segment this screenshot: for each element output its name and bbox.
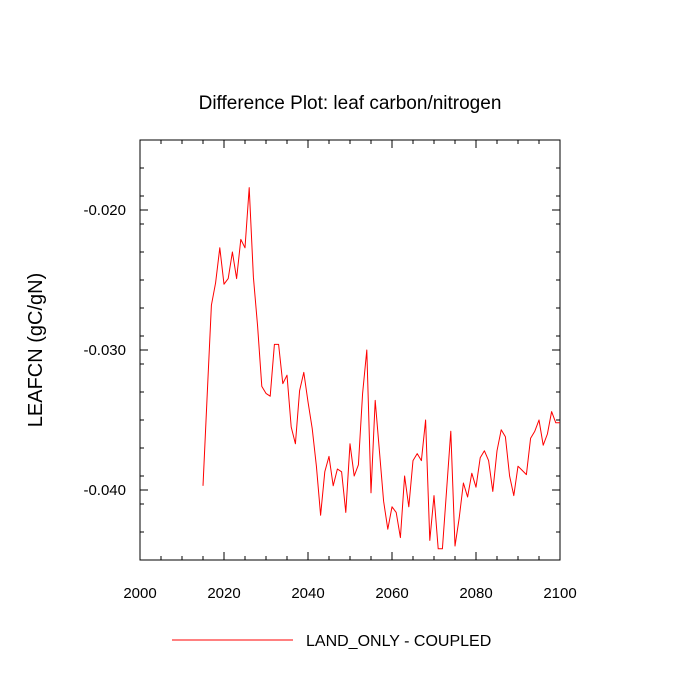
chart-title: Difference Plot: leaf carbon/nitrogen bbox=[199, 93, 502, 114]
series-line bbox=[202, 187, 560, 550]
y-tick-label: -0.030 bbox=[83, 342, 126, 359]
legend-label: LAND_ONLY - COUPLED bbox=[306, 633, 491, 650]
series-layer bbox=[202, 187, 560, 550]
y-tick-label: -0.040 bbox=[83, 482, 126, 499]
axis-tick-labels: 2000 2020 2040 2060 2080 2100 -0.020 -0.030 -0.0… bbox=[83, 202, 576, 602]
axis-ticks bbox=[139, 139, 561, 561]
x-tick-label: 2080 bbox=[459, 585, 492, 602]
x-tick-label: 2040 bbox=[291, 585, 324, 602]
x-tick-label: 2000 bbox=[123, 585, 156, 602]
y-axis-label: LEAFCN (gC/gN) bbox=[25, 273, 47, 427]
y-tick-label: -0.020 bbox=[83, 202, 126, 219]
legend: LAND_ONLY - COUPLED bbox=[172, 633, 491, 650]
plot-frame bbox=[139, 139, 561, 561]
x-tick-label: 2020 bbox=[207, 585, 240, 602]
plot-area bbox=[139, 139, 561, 561]
x-tick-label: 2060 bbox=[375, 585, 408, 602]
x-tick-label: 2100 bbox=[543, 585, 576, 602]
